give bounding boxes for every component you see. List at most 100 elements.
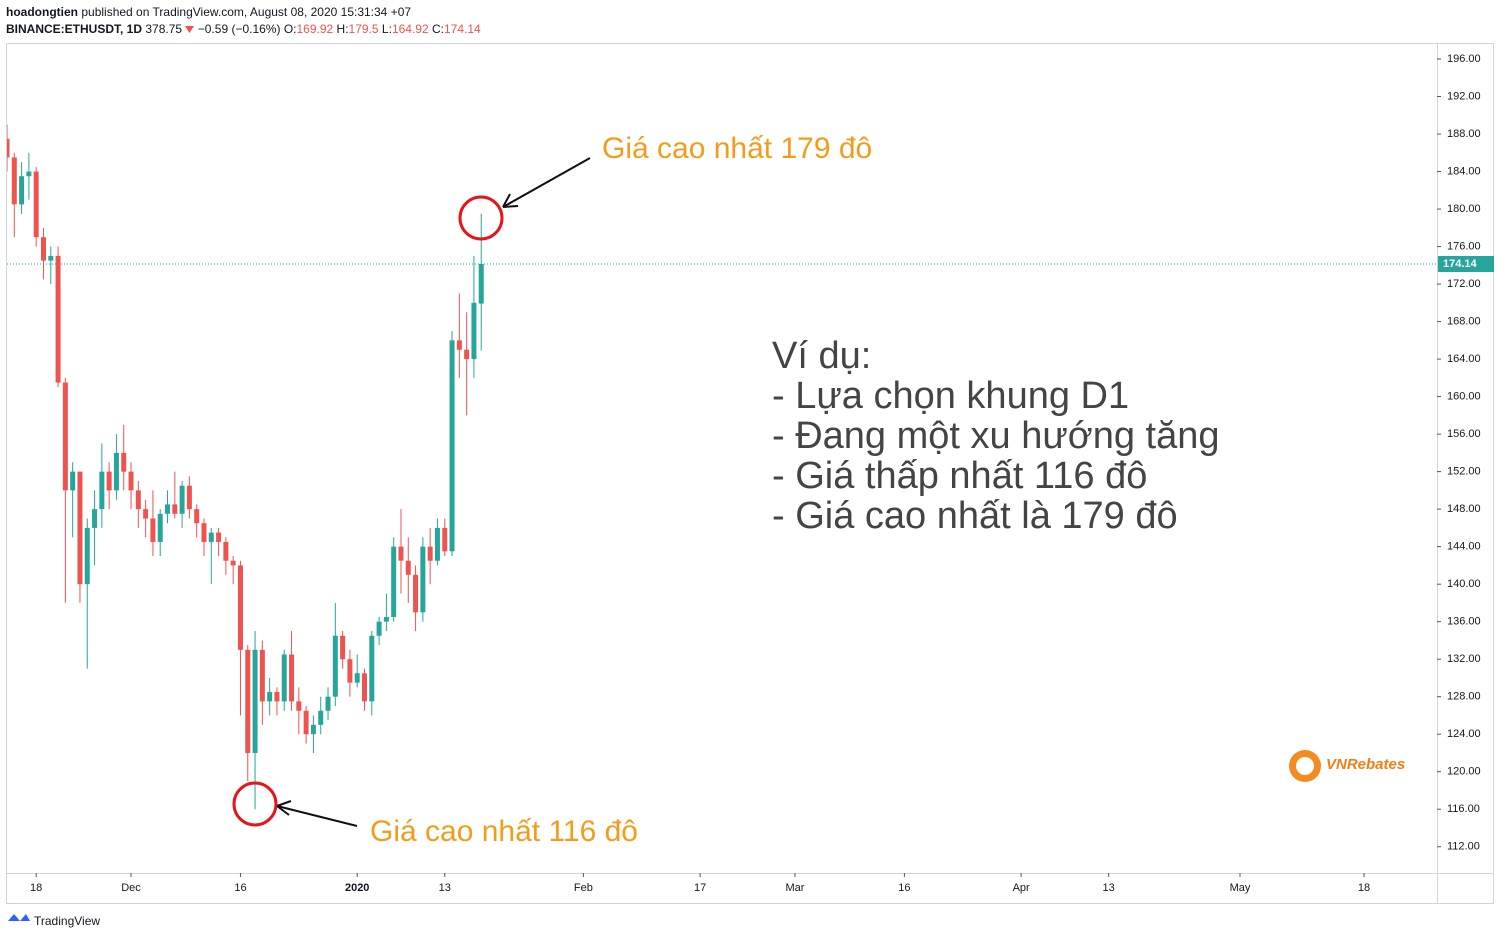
y-tick-label: 140.00 xyxy=(1447,578,1481,590)
x-tick-label: 16 xyxy=(234,882,246,894)
l-value: 164.92 xyxy=(391,22,429,36)
o-value: 169.92 xyxy=(296,22,334,36)
high-circle xyxy=(458,195,504,241)
y-tick-label: 188.00 xyxy=(1447,128,1481,140)
x-tick-label: 13 xyxy=(439,882,451,894)
candle-body xyxy=(48,255,54,261)
y-tick-label: 168.00 xyxy=(1447,315,1481,327)
candle-body xyxy=(267,692,273,702)
candle-body xyxy=(310,724,316,735)
candle-body xyxy=(296,701,302,711)
x-tick-label: Feb xyxy=(574,882,593,894)
author: hoadongtien xyxy=(6,5,78,19)
symbol: BINANCE:ETHUSDT, 1D xyxy=(6,22,143,36)
y-tick-label: 116.00 xyxy=(1447,803,1480,815)
y-tick-label: 164.00 xyxy=(1447,353,1481,365)
candle-body xyxy=(106,471,112,491)
candle-body xyxy=(325,696,331,711)
price-label-bg xyxy=(1438,256,1494,273)
candle-body xyxy=(216,532,222,542)
candle-body xyxy=(252,649,258,753)
y-tick-label: 172.00 xyxy=(1447,278,1481,290)
candle-body xyxy=(362,673,367,702)
arrows xyxy=(276,157,591,827)
candle-body xyxy=(92,509,98,528)
candle-body xyxy=(456,340,462,350)
candle-body xyxy=(383,616,389,622)
candle-body xyxy=(165,504,171,514)
note-line: Ví dụ: xyxy=(772,335,871,377)
candle-body xyxy=(172,504,178,514)
candle-body xyxy=(318,710,324,725)
x-tick-label: 18 xyxy=(1358,882,1370,894)
candle-body xyxy=(77,471,83,585)
footer-logo xyxy=(8,914,30,921)
candle-body xyxy=(471,302,477,360)
candle-body xyxy=(186,485,192,510)
header-line: BINANCE:ETHUSDT, 1D 378.75 −0.59 (−0.16%… xyxy=(6,22,481,36)
candle-body xyxy=(464,349,470,360)
candle-body xyxy=(478,264,484,304)
candle-body xyxy=(303,710,309,735)
candle-body xyxy=(19,176,25,205)
c-value: 174.14 xyxy=(443,22,481,36)
candle-body xyxy=(442,527,448,552)
candle-body xyxy=(143,509,149,519)
price-label: 174.14 xyxy=(1443,258,1478,270)
candle-body xyxy=(369,635,375,702)
candle-body xyxy=(413,574,419,613)
x-tick-label: Mar xyxy=(785,882,804,894)
arrow xyxy=(502,157,591,208)
candle-body xyxy=(332,635,338,697)
y-tick-label: 148.00 xyxy=(1447,503,1481,515)
candle-body xyxy=(33,171,39,238)
candle-body xyxy=(208,532,214,542)
candle-body xyxy=(62,382,68,491)
x-tick-label: May xyxy=(1230,882,1251,894)
c-label: C: xyxy=(431,22,444,36)
candle-body xyxy=(259,649,265,702)
candle-body xyxy=(230,560,236,566)
x-tick-label: 13 xyxy=(1103,882,1115,894)
y-tick-label: 136.00 xyxy=(1447,616,1481,628)
y-tick-label: 112.00 xyxy=(1447,841,1480,853)
x-tick-label: Dec xyxy=(121,882,141,894)
candle-body xyxy=(99,471,105,510)
candle-body xyxy=(274,692,280,702)
y-tick-label: 160.00 xyxy=(1447,391,1481,403)
candle-body xyxy=(150,518,156,542)
candle-body xyxy=(245,649,251,753)
x-tick-label: 2020 xyxy=(345,882,369,894)
low-circle xyxy=(232,781,278,827)
candle-body xyxy=(84,527,90,585)
l-label: L: xyxy=(381,22,392,36)
logo-icon xyxy=(1296,757,1314,775)
candle-body xyxy=(237,565,243,650)
arrow xyxy=(276,800,358,827)
candle-body xyxy=(405,560,411,575)
candle-body xyxy=(179,485,185,514)
y-tick-label: 180.00 xyxy=(1447,203,1481,215)
x-tick-label: 16 xyxy=(898,882,910,894)
note-line: - Giá thấp nhất 116 đô xyxy=(772,455,1147,497)
logo: VNRebates xyxy=(1289,750,1405,782)
chart-frame xyxy=(6,43,1494,904)
candle-body xyxy=(347,659,353,683)
candle-body xyxy=(40,237,46,261)
x-tick-label: 18 xyxy=(30,882,42,894)
h-label: H: xyxy=(336,22,349,36)
candle-body xyxy=(194,509,200,524)
candle-body xyxy=(376,621,382,636)
y-tick-label: 192.00 xyxy=(1447,90,1481,102)
y-tick-label: 128.00 xyxy=(1447,691,1481,703)
candle-body xyxy=(113,452,119,491)
y-tick-label: 196.00 xyxy=(1447,53,1481,65)
y-tick-label: 120.00 xyxy=(1447,766,1481,778)
x-tick-label: Apr xyxy=(1013,882,1030,894)
change: −0.59 (−0.16%) xyxy=(197,22,281,36)
y-tick-label: 184.00 xyxy=(1447,165,1481,177)
y-tick-label: 152.00 xyxy=(1447,466,1481,478)
candle-body xyxy=(354,673,360,683)
